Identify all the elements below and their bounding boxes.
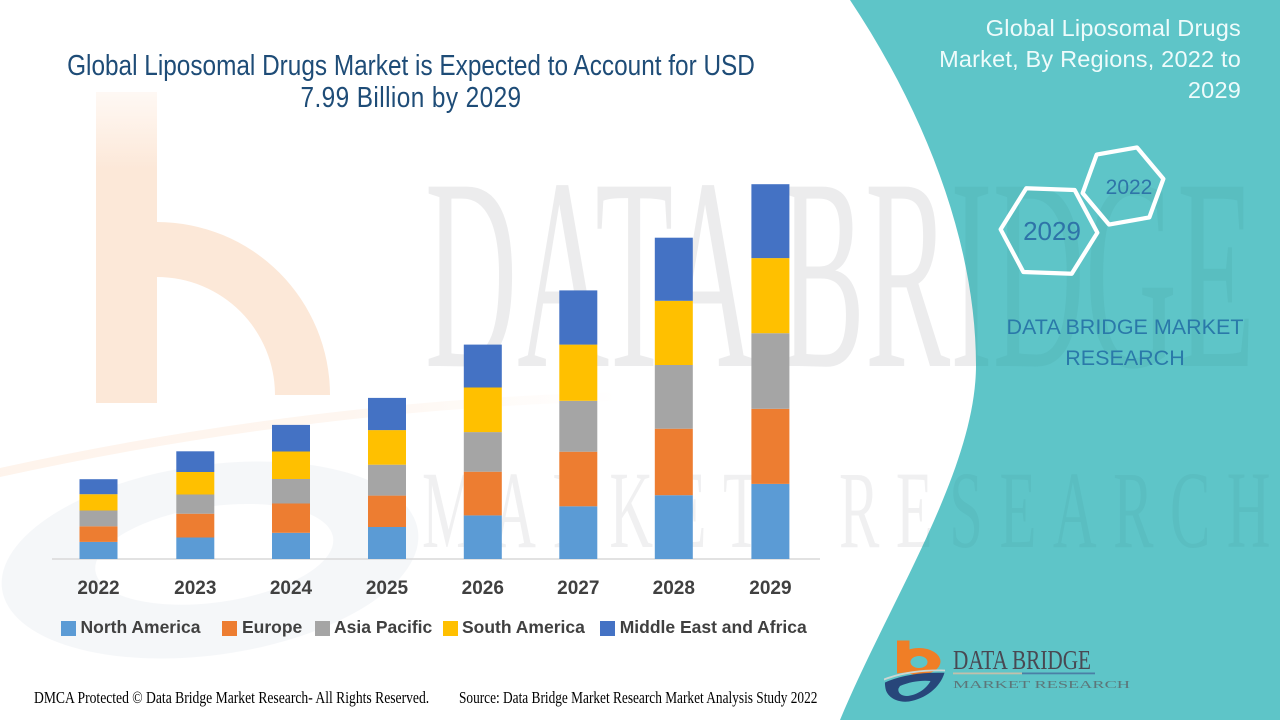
- svg-text:2029: 2029: [1023, 216, 1081, 246]
- svg-text:2022: 2022: [1106, 176, 1153, 199]
- svg-text:MARKET RESEARCH: MARKET RESEARCH: [953, 679, 1130, 691]
- svg-text:DATA BRIDGE: DATA BRIDGE: [953, 645, 1091, 675]
